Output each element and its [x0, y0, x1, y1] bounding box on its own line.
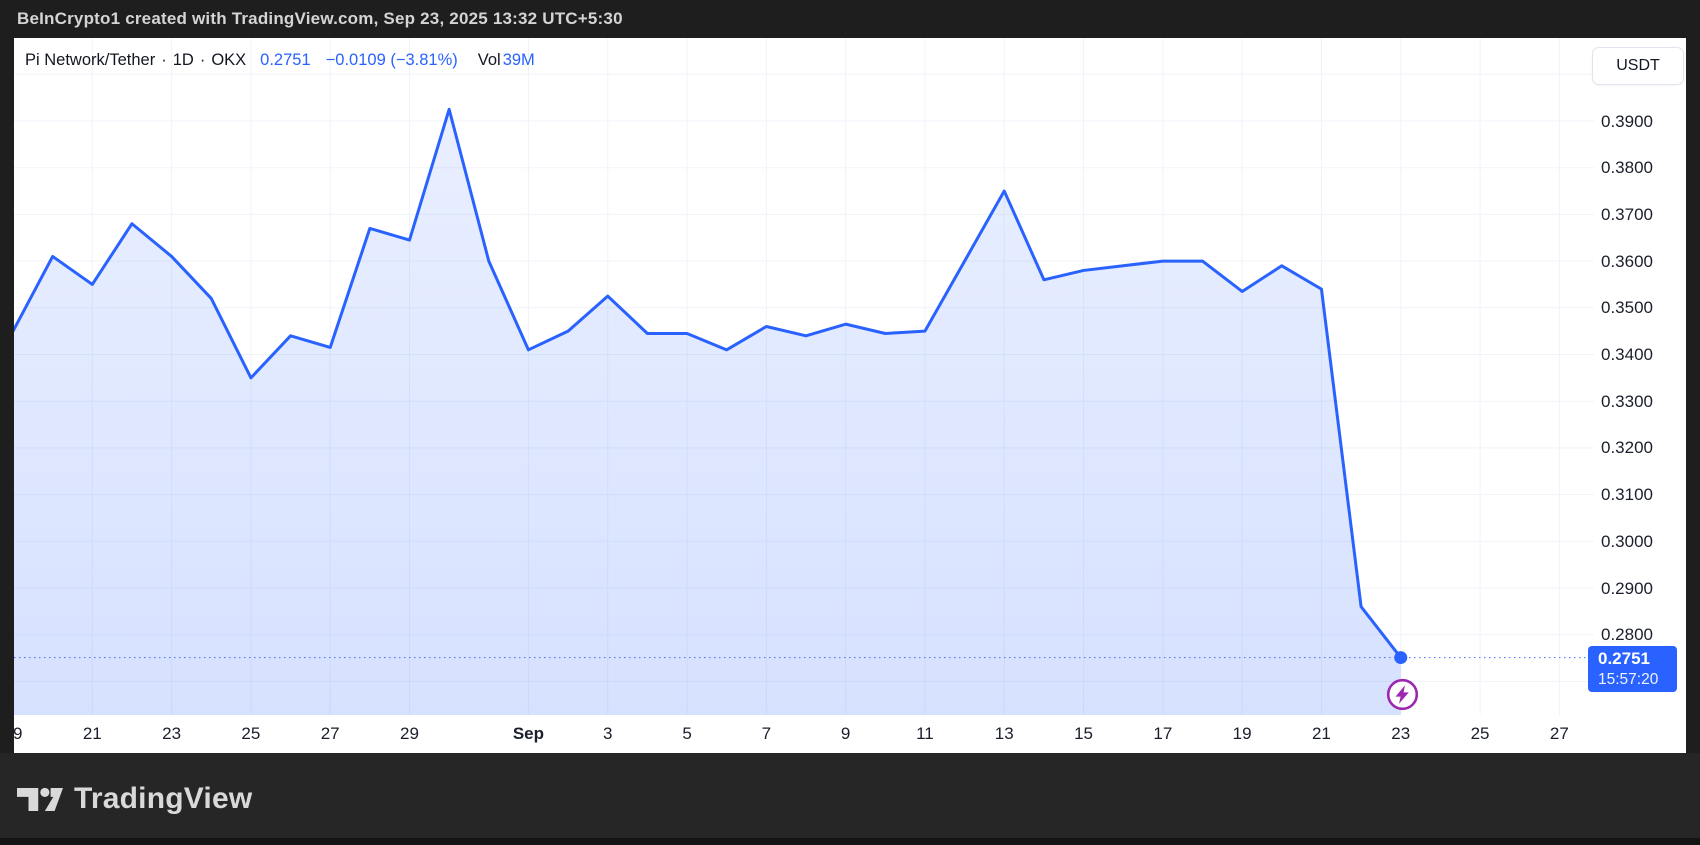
- bar-close-countdown: 15:57:20: [1598, 671, 1659, 688]
- time-axis-label: Sep: [512, 724, 545, 743]
- price-axis-label: 0.2800: [1601, 625, 1653, 645]
- price-axis-label: 0.3200: [1601, 438, 1653, 458]
- last-price-value: 0.2751: [1598, 649, 1650, 668]
- last-price-dot: [1394, 651, 1408, 665]
- exchange-name: OKX: [211, 50, 247, 69]
- time-axis-label: 23: [1391, 724, 1411, 743]
- brand-footer: TradingView: [0, 753, 1700, 845]
- tradingview-wordmark[interactable]: TradingView: [74, 782, 253, 815]
- symbol-name[interactable]: Pi Network/Tether: [25, 50, 156, 69]
- time-axis-label: 7: [761, 724, 772, 743]
- attribution-text: BeInCrypto1 created with TradingView.com…: [17, 9, 623, 28]
- price-axis-label: 0.3700: [1601, 204, 1653, 224]
- legend-change: −0.0109 (−3.81%): [325, 50, 458, 69]
- time-axis-label: 25: [241, 724, 261, 743]
- legend-separator: ·: [161, 50, 167, 69]
- currency-unit-label: USDT: [1616, 57, 1660, 74]
- time-axis-label: 17: [1153, 724, 1173, 743]
- area-fill: [14, 109, 1401, 715]
- time-axis-label: 9: [840, 724, 851, 743]
- lightning-bolt-glyph: [1395, 685, 1409, 704]
- chart-pane[interactable]: Pi Network/Tether · 1D · OKX 0.2751 −0.0…: [14, 38, 1686, 753]
- chart-legend: Pi Network/Tether · 1D · OKX 0.2751 −0.0…: [25, 49, 535, 71]
- bottom-edge-strip: [0, 838, 1700, 845]
- price-axis-label: 0.3300: [1601, 391, 1653, 411]
- time-axis-label: 11: [916, 724, 934, 743]
- price-axis-label: 0.3400: [1601, 345, 1653, 364]
- attribution-bar: BeInCrypto1 created with TradingView.com…: [0, 0, 1700, 38]
- price-axis-label: 0.2900: [1601, 578, 1653, 598]
- time-axis-label: 3: [603, 724, 613, 743]
- price-axis-label: 0.3600: [1601, 251, 1653, 271]
- time-axis-label: 27: [1549, 724, 1569, 743]
- price-axis-label: 0.3000: [1601, 531, 1653, 551]
- interval-value[interactable]: 1D: [172, 50, 194, 69]
- time-axis-label: 21: [1311, 724, 1331, 743]
- price-chart-canvas[interactable]: [14, 38, 1686, 753]
- time-axis-label: 19: [1232, 724, 1252, 743]
- time-axis-label: 19: [14, 724, 23, 743]
- volume-label: Vol: [477, 50, 501, 69]
- price-axis-label: 0.3800: [1601, 158, 1653, 178]
- price-axis-label: 0.3900: [1601, 111, 1653, 131]
- legend-separator: ·: [199, 50, 206, 69]
- time-axis-label: 13: [994, 724, 1014, 743]
- time-axis-label: 27: [320, 724, 340, 743]
- time-axis-label: 23: [162, 724, 182, 743]
- price-axis-label: 0.3100: [1601, 485, 1653, 505]
- tradingview-logo-icon[interactable]: [17, 785, 63, 814]
- lightning-event-icon[interactable]: [1384, 676, 1421, 713]
- time-axis-label: 15: [1074, 724, 1094, 743]
- time-axis-label: 25: [1470, 724, 1490, 743]
- time-axis-label: 29: [400, 724, 419, 743]
- legend-last-price: 0.2751: [260, 50, 311, 69]
- currency-unit-button[interactable]: USDT: [1592, 47, 1684, 85]
- time-axis-label: 5: [682, 724, 692, 743]
- price-line: [14, 107, 1403, 660]
- last-price-label: 0.2751 15:57:20: [1588, 646, 1677, 692]
- time-axis-label: 21: [82, 724, 102, 743]
- volume-value: 39M: [502, 50, 535, 69]
- price-axis-label: 0.3500: [1601, 298, 1653, 318]
